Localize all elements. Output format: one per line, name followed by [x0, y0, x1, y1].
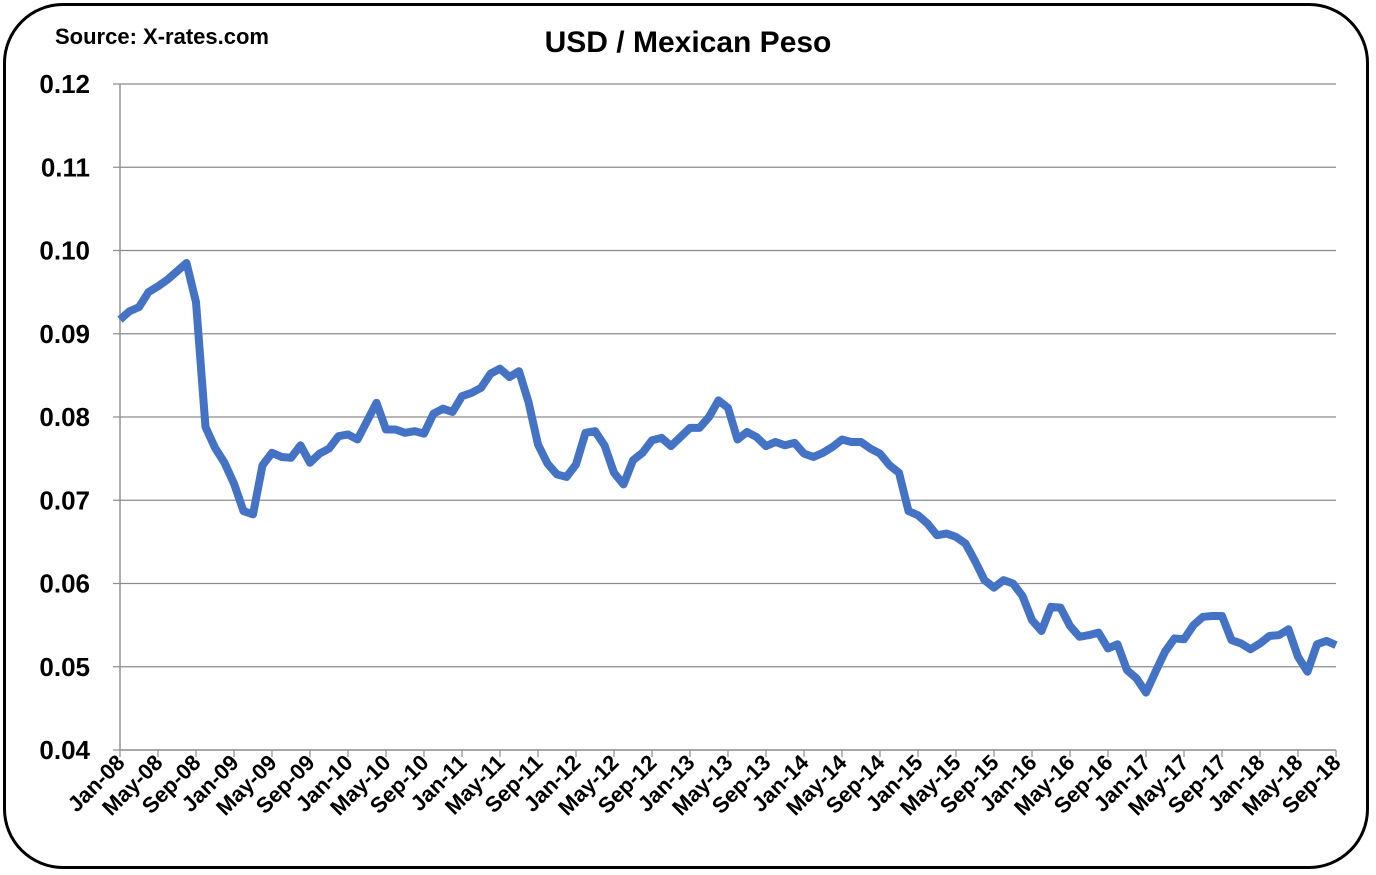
series-layer [117, 258, 1338, 697]
source-note: Source: X-rates.com [55, 24, 269, 49]
y-tick-label: 0.11 [41, 152, 90, 182]
x-axis-ticks: Jan-08May-08Sep-08Jan-09May-09Sep-09Jan-… [63, 749, 1346, 820]
axes [113, 83, 1337, 757]
y-tick-label: 0.08 [39, 402, 90, 432]
y-tick-label: 0.04 [39, 735, 90, 765]
y-tick-label: 0.10 [39, 236, 90, 266]
chart-title: USD / Mexican Peso [544, 26, 832, 59]
y-tick-label: 0.05 [39, 652, 90, 682]
y-tick-label: 0.06 [39, 569, 90, 599]
series-line [117, 258, 1338, 697]
y-axis-ticks: 0.04 0.05 0.06 0.07 0.08 0.09 0.10 0.11 0.12 [39, 69, 90, 765]
y-tick-label: 0.09 [39, 319, 90, 349]
gridlines [120, 83, 1336, 668]
y-tick-label: 0.07 [39, 485, 90, 515]
y-tick-label: 0.12 [39, 69, 90, 99]
